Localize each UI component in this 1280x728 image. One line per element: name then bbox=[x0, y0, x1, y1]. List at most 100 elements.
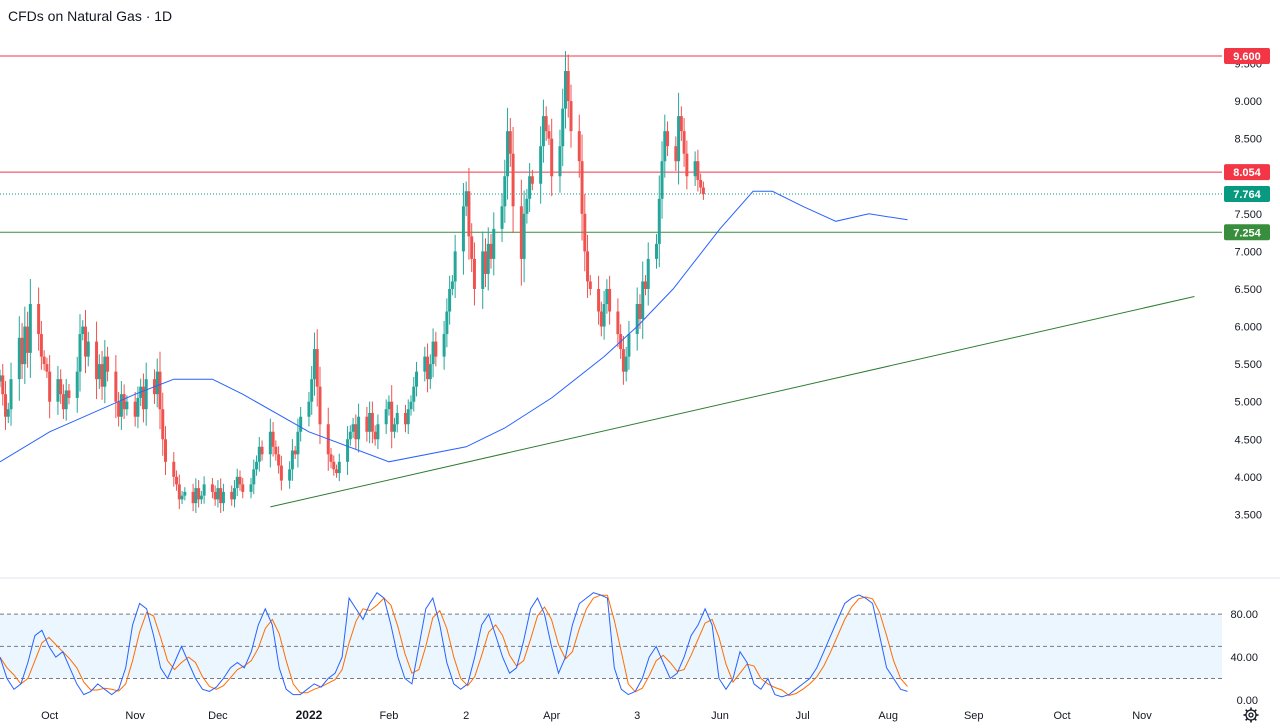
candle-body bbox=[470, 236, 474, 259]
candle-body bbox=[481, 251, 485, 289]
candle-body bbox=[219, 488, 223, 504]
candle-body bbox=[230, 491, 234, 500]
candle-body bbox=[674, 146, 678, 162]
candle-body bbox=[577, 131, 581, 162]
candle-body bbox=[423, 356, 427, 372]
candle-body bbox=[274, 446, 278, 455]
time-tick-label: Aug bbox=[878, 710, 898, 722]
candle-body bbox=[28, 304, 32, 353]
stochastic-d-line bbox=[0, 594, 908, 696]
trendline-layer bbox=[270, 295, 1195, 508]
candle-body bbox=[133, 401, 137, 417]
candle-body bbox=[580, 161, 584, 214]
candle-body bbox=[0, 375, 2, 382]
candle-body bbox=[95, 341, 99, 380]
candle-body bbox=[699, 180, 703, 188]
candle-body bbox=[6, 409, 10, 417]
time-tick-label: Feb bbox=[379, 710, 398, 722]
candle-body bbox=[23, 326, 27, 365]
candle-body bbox=[97, 364, 101, 380]
ascending-trendline bbox=[270, 295, 1195, 508]
candle-body bbox=[655, 243, 659, 259]
price-tick-label: 7.000 bbox=[1234, 246, 1262, 258]
candle-body bbox=[685, 153, 689, 177]
candle-body bbox=[486, 243, 490, 274]
candle-body bbox=[241, 484, 245, 492]
candle-body bbox=[627, 334, 631, 357]
candle-body bbox=[20, 337, 24, 365]
price-tick-label: 6.500 bbox=[1234, 284, 1262, 296]
price-tick-label: 8.500 bbox=[1234, 134, 1262, 146]
candle-body bbox=[544, 116, 548, 132]
candle-body bbox=[693, 161, 697, 177]
gear-icon[interactable] bbox=[1243, 707, 1259, 723]
candle-body bbox=[368, 412, 372, 432]
candle-body bbox=[434, 341, 438, 357]
time-tick-label: Jun bbox=[711, 710, 729, 722]
candle-body bbox=[17, 337, 21, 380]
support-price-tag-bg bbox=[1224, 224, 1270, 241]
resistance-price-tag-label: 9.600 bbox=[1233, 51, 1261, 63]
candle-body bbox=[453, 251, 457, 282]
candle-body bbox=[373, 431, 377, 440]
oscillator-layer bbox=[0, 591, 908, 698]
candle-body bbox=[299, 416, 303, 432]
candle-body bbox=[528, 176, 532, 199]
candle-body bbox=[86, 341, 90, 357]
candle-body bbox=[602, 304, 606, 327]
candle-body bbox=[539, 146, 543, 184]
candle-body bbox=[635, 304, 639, 335]
candle-body bbox=[376, 424, 380, 440]
candle-body bbox=[64, 390, 68, 410]
price-tick-label: 6.000 bbox=[1234, 322, 1262, 334]
candle-body bbox=[257, 446, 261, 462]
candle-body bbox=[296, 431, 300, 455]
oscillator-tick-label: 80.00 bbox=[1230, 609, 1258, 621]
candle-body bbox=[483, 251, 487, 274]
moving-average-line bbox=[0, 190, 908, 463]
candle-body bbox=[337, 461, 341, 474]
candle-body bbox=[384, 409, 388, 425]
last-price-tag-label: 7.764 bbox=[1233, 189, 1261, 201]
candle-body bbox=[406, 409, 410, 425]
candle-body bbox=[638, 304, 642, 320]
candle-body bbox=[56, 379, 60, 402]
candle-body bbox=[599, 311, 603, 327]
candle-body bbox=[103, 356, 107, 387]
moving-average-layer bbox=[0, 190, 908, 463]
candle-body bbox=[61, 394, 65, 410]
candle-body bbox=[1, 375, 5, 395]
candle-body bbox=[161, 409, 165, 440]
candle-body bbox=[392, 424, 396, 432]
candle-body bbox=[232, 488, 236, 500]
candle-body bbox=[547, 131, 551, 139]
reference-lines-layer bbox=[0, 55, 1222, 233]
candle-body bbox=[503, 176, 507, 207]
candle-body bbox=[249, 484, 253, 492]
support-price-tag-label: 7.254 bbox=[1233, 227, 1261, 239]
last-price-tag-bg bbox=[1224, 185, 1270, 202]
resistance-price-tag-bg bbox=[1224, 48, 1270, 64]
candle-body bbox=[81, 326, 85, 335]
candle-body bbox=[445, 311, 449, 335]
time-axis: Oct Nov Dec 2022 Feb 2 Apr 3 Jun Jul Aug Sep Oct Nov bbox=[41, 708, 1152, 722]
candle-body bbox=[370, 412, 374, 432]
time-tick-label: Apr bbox=[543, 710, 560, 722]
time-tick-label: Jul bbox=[796, 710, 810, 722]
oscillator-tick-label: 40.00 bbox=[1230, 652, 1258, 664]
candle-body bbox=[357, 416, 361, 440]
candle-body bbox=[541, 116, 545, 147]
candle-body bbox=[42, 356, 46, 365]
candle-body bbox=[144, 379, 148, 410]
candle-body bbox=[75, 371, 79, 398]
candle-body bbox=[519, 206, 523, 259]
candle-body bbox=[586, 251, 590, 282]
candle-body bbox=[329, 454, 333, 462]
candle-body bbox=[155, 371, 159, 395]
candle-body bbox=[677, 116, 681, 162]
candle-body bbox=[164, 439, 168, 462]
candle-body bbox=[136, 397, 140, 417]
price-tick-label: 9.000 bbox=[1234, 96, 1262, 108]
candle-body bbox=[183, 491, 187, 496]
